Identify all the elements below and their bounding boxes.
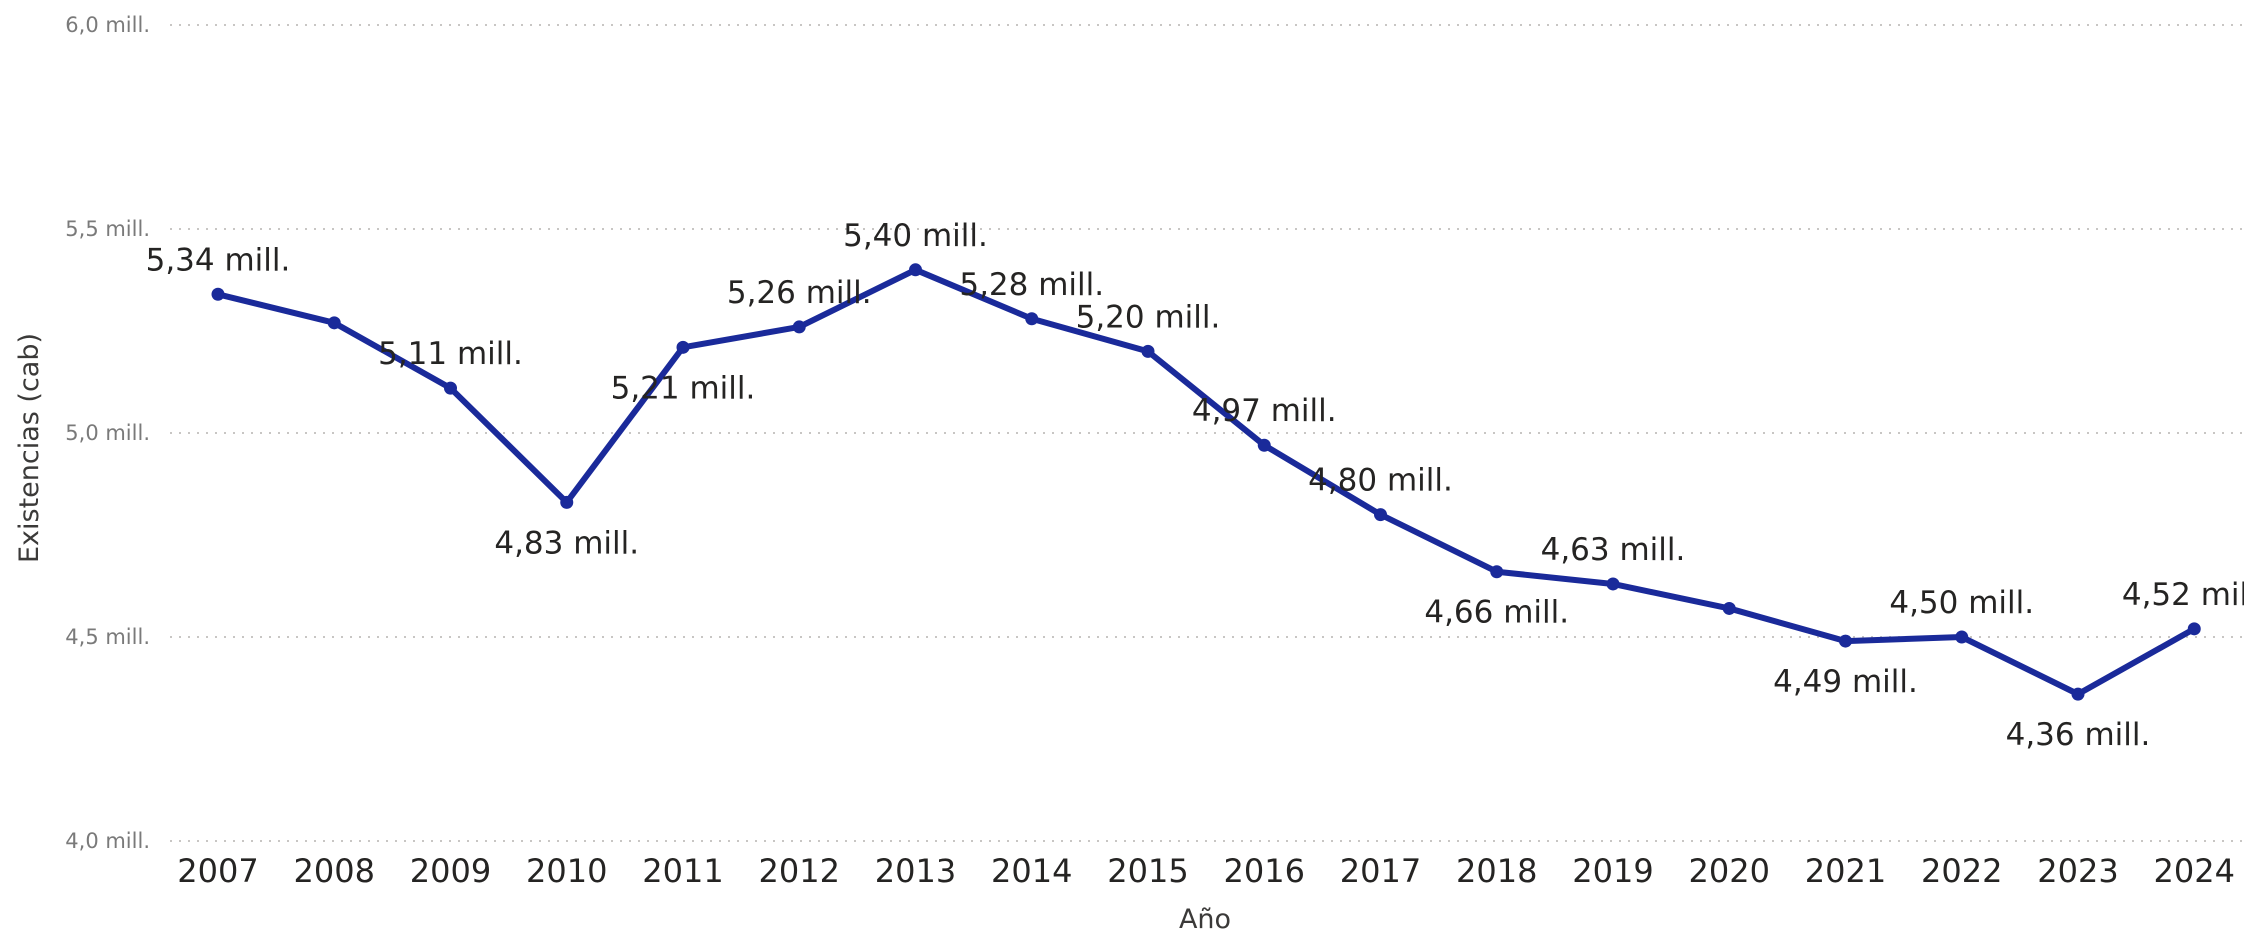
data-label: 5,26 mill. [727, 275, 872, 311]
data-label: 4,49 mill. [1773, 664, 1918, 700]
data-point [1723, 602, 1736, 615]
gridlines [170, 25, 2242, 841]
x-tick-label: 2017 [1340, 852, 1421, 890]
data-point [793, 320, 806, 333]
x-tick-label: 2014 [991, 852, 1072, 890]
y-axis-ticks: 4,0 mill. 4,5 mill. 5,0 mill. 5,5 mill. 6,0 … [65, 13, 150, 853]
data-point [1025, 312, 1038, 325]
x-tick-label: 2009 [410, 852, 491, 890]
data-label: 4,50 mill. [1889, 585, 2034, 621]
data-point [444, 382, 457, 395]
data-label: 4,36 mill. [2006, 717, 2151, 753]
x-axis-ticks: 2007 2008 2009 2010 2011 2012 2013 2014 2015 2016… [177, 852, 2235, 890]
x-tick-label: 2011 [642, 852, 723, 890]
data-label: 4,97 mill. [1192, 393, 1337, 429]
data-point [1258, 439, 1271, 452]
data-point [1142, 345, 1155, 358]
y-axis-title: Existencias (cab) [14, 333, 45, 563]
y-tick-label: 4,5 mill. [65, 625, 150, 649]
x-tick-label: 2016 [1224, 852, 1305, 890]
data-point [1839, 635, 1852, 648]
y-tick-label: 5,5 mill. [65, 217, 150, 241]
data-label: 5,40 mill. [843, 218, 988, 254]
data-label: 5,20 mill. [1076, 299, 1221, 335]
y-tick-label: 5,0 mill. [65, 421, 150, 445]
x-tick-label: 2022 [1921, 852, 2002, 890]
data-label: 4,52 mill. [2122, 577, 2244, 613]
x-tick-label: 2007 [177, 852, 258, 890]
x-tick-label: 2018 [1456, 852, 1537, 890]
data-point [1374, 508, 1387, 521]
x-tick-label: 2021 [1805, 852, 1886, 890]
data-point [560, 496, 573, 509]
x-tick-label: 2023 [2037, 852, 2118, 890]
x-axis-title: Año [1179, 904, 1231, 933]
data-point [1607, 577, 1620, 590]
data-point [1490, 565, 1503, 578]
data-labels: 5,34 mill. 5,11 mill. 4,83 mill. 5,21 mill.… [146, 218, 2244, 753]
x-tick-label: 2012 [759, 852, 840, 890]
data-label: 5,34 mill. [146, 242, 291, 278]
data-point [212, 288, 225, 301]
y-tick-label: 6,0 mill. [65, 13, 150, 37]
data-point [677, 341, 690, 354]
x-tick-label: 2008 [294, 852, 375, 890]
data-label: 5,28 mill. [959, 267, 1104, 303]
data-label: 5,11 mill. [378, 336, 523, 372]
data-label: 4,83 mill. [494, 525, 639, 561]
data-point [909, 263, 922, 276]
x-tick-label: 2019 [1572, 852, 1653, 890]
x-tick-label: 2010 [526, 852, 607, 890]
x-tick-label: 2013 [875, 852, 956, 890]
data-point [2188, 622, 2201, 635]
x-tick-label: 2015 [1107, 852, 1188, 890]
x-tick-label: 2020 [1689, 852, 1770, 890]
data-point [328, 316, 341, 329]
data-label: 4,63 mill. [1541, 532, 1686, 568]
data-label: 4,66 mill. [1424, 595, 1569, 631]
data-point [1955, 631, 1968, 644]
data-label: 4,80 mill. [1308, 463, 1453, 499]
y-tick-label: 4,0 mill. [65, 829, 150, 853]
data-point [2072, 688, 2085, 701]
data-label: 5,21 mill. [611, 370, 756, 406]
x-tick-label: 2024 [2154, 852, 2235, 890]
